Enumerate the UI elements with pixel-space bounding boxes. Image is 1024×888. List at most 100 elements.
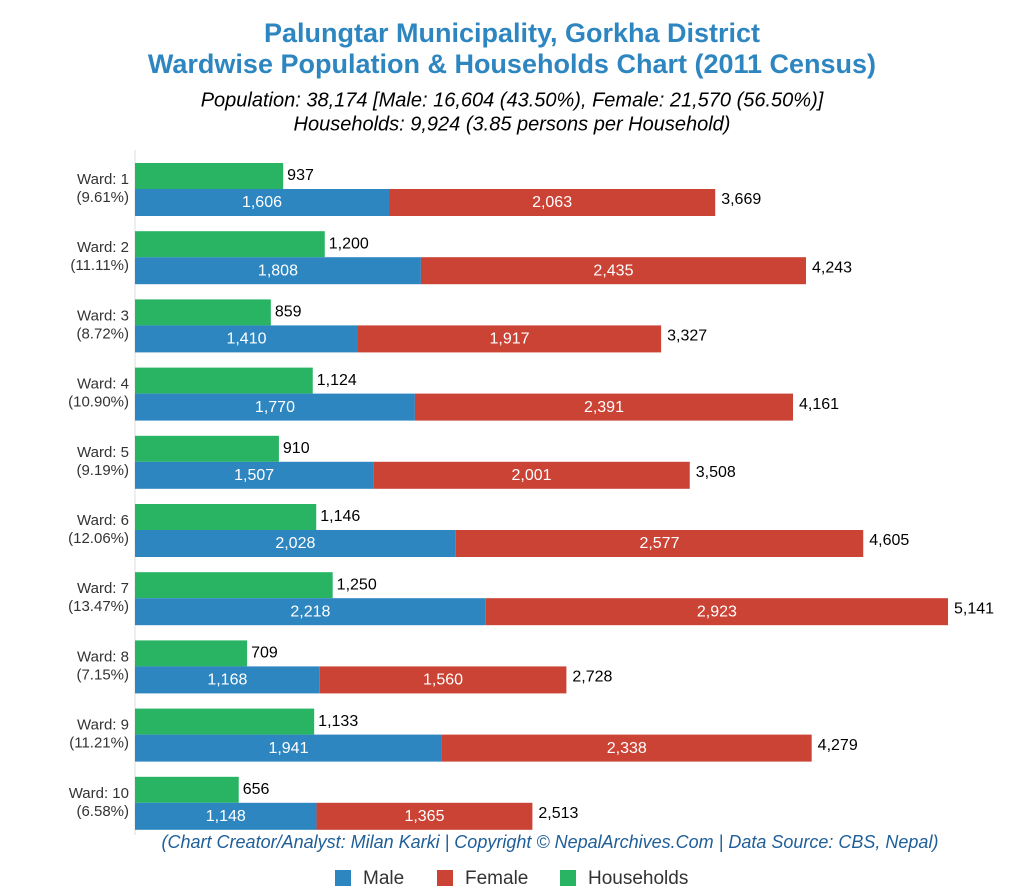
y-tick-label: (7.15%) xyxy=(76,666,129,683)
y-tick-label: Ward: 3 xyxy=(77,307,129,324)
total-label: 5,141 xyxy=(954,600,994,617)
y-tick-label: (8.72%) xyxy=(76,325,129,342)
legend-swatch xyxy=(437,870,453,886)
data-label: 2,001 xyxy=(512,467,552,484)
total-label: 4,605 xyxy=(869,532,909,549)
data-label: 910 xyxy=(283,440,310,457)
population-bar xyxy=(135,325,358,353)
total-label: 4,161 xyxy=(799,396,839,413)
data-label: 1,168 xyxy=(207,672,247,689)
chart-title: Wardwise Population & Households Chart (… xyxy=(148,49,876,79)
data-label: 2,028 xyxy=(275,535,315,552)
population-bar xyxy=(135,257,421,285)
y-tick-label: Ward: 4 xyxy=(77,376,129,393)
household-bar xyxy=(135,708,315,735)
data-label: 1,146 xyxy=(320,508,360,525)
population-bar xyxy=(135,393,415,421)
data-label: 859 xyxy=(275,304,302,321)
total-label: 3,327 xyxy=(667,328,707,345)
data-label: 2,218 xyxy=(290,603,330,620)
total-label: 3,508 xyxy=(696,464,736,481)
y-tick-label: Ward: 8 xyxy=(77,648,129,665)
population-bar xyxy=(357,325,662,353)
y-tick-label: (9.61%) xyxy=(76,189,129,206)
legend-swatch xyxy=(560,870,576,886)
population-bar xyxy=(373,461,690,489)
population-bar xyxy=(485,598,948,626)
data-label: 2,577 xyxy=(639,535,679,552)
data-label: 2,391 xyxy=(584,399,624,416)
total-label: 3,669 xyxy=(721,191,761,208)
legend-label: Households xyxy=(588,868,688,888)
population-bar xyxy=(135,598,486,626)
legend-label: Female xyxy=(465,868,528,888)
population-bar xyxy=(135,530,456,557)
y-tick-label: (10.90%) xyxy=(68,394,129,411)
y-tick-label: (13.47%) xyxy=(68,598,129,615)
population-bar xyxy=(455,530,864,557)
y-tick-label: (9.19%) xyxy=(76,462,129,479)
total-label: 2,513 xyxy=(538,805,578,822)
y-tick-label: (12.06%) xyxy=(68,530,129,547)
y-tick-label: Ward: 6 xyxy=(77,512,129,529)
population-bar xyxy=(135,189,389,216)
population-bar xyxy=(135,666,320,694)
chart-subtitle: Households: 9,924 (3.85 persons per Hous… xyxy=(294,113,731,135)
household-bar xyxy=(135,299,271,326)
population-bar xyxy=(319,666,567,694)
data-label: 1,560 xyxy=(423,672,463,689)
population-bar xyxy=(316,802,533,830)
chart-subtitle: Population: 38,174 [Male: 16,604 (43.50%… xyxy=(201,89,824,111)
total-label: 4,243 xyxy=(812,259,852,276)
data-label: 937 xyxy=(287,167,314,184)
data-label: 656 xyxy=(243,781,270,798)
data-label: 1,250 xyxy=(337,576,377,593)
y-tick-label: Ward: 1 xyxy=(77,171,129,188)
household-bar xyxy=(135,504,317,530)
population-bar xyxy=(414,393,794,421)
population-bar xyxy=(420,257,806,285)
household-bar xyxy=(135,367,313,394)
population-bar xyxy=(135,802,317,830)
y-tick-label: (11.11%) xyxy=(70,257,129,274)
data-label: 1,133 xyxy=(318,713,358,730)
population-bar xyxy=(388,189,716,216)
household-bar xyxy=(135,776,239,803)
data-label: 1,410 xyxy=(226,331,266,348)
data-label: 709 xyxy=(251,645,278,662)
data-label: 1,941 xyxy=(268,740,308,757)
data-label: 2,435 xyxy=(593,262,633,279)
chart-title: Palungtar Municipality, Gorkha District xyxy=(264,18,760,48)
legend-swatch xyxy=(335,870,351,886)
total-label: 4,279 xyxy=(818,737,858,754)
data-label: 1,808 xyxy=(258,262,298,279)
credit: (Chart Creator/Analyst: Milan Karki | Co… xyxy=(162,832,939,852)
household-bar xyxy=(135,435,279,462)
data-label: 2,063 xyxy=(532,194,572,211)
y-tick-label: Ward: 2 xyxy=(77,239,129,256)
y-tick-label: Ward: 5 xyxy=(77,444,129,461)
population-bar xyxy=(135,734,442,762)
data-label: 1,917 xyxy=(490,331,530,348)
y-tick-label: Ward: 9 xyxy=(77,717,129,734)
data-label: 2,923 xyxy=(697,603,737,620)
data-label: 2,338 xyxy=(607,740,647,757)
household-bar xyxy=(135,572,333,599)
data-label: 1,365 xyxy=(404,808,444,825)
data-label: 1,124 xyxy=(317,372,357,389)
y-tick-label: Ward: 7 xyxy=(77,580,129,597)
data-label: 1,507 xyxy=(234,467,274,484)
data-label: 1,770 xyxy=(255,399,295,416)
household-bar xyxy=(135,640,248,667)
total-label: 2,728 xyxy=(572,669,612,686)
y-tick-label: (11.21%) xyxy=(69,735,129,752)
population-bar xyxy=(135,461,374,489)
household-bar xyxy=(135,231,325,258)
data-label: 1,200 xyxy=(329,235,369,252)
data-label: 1,606 xyxy=(242,194,282,211)
y-tick-label: Ward: 10 xyxy=(69,785,129,802)
household-bar xyxy=(135,163,284,189)
data-label: 1,148 xyxy=(206,808,246,825)
population-bar xyxy=(441,734,812,762)
